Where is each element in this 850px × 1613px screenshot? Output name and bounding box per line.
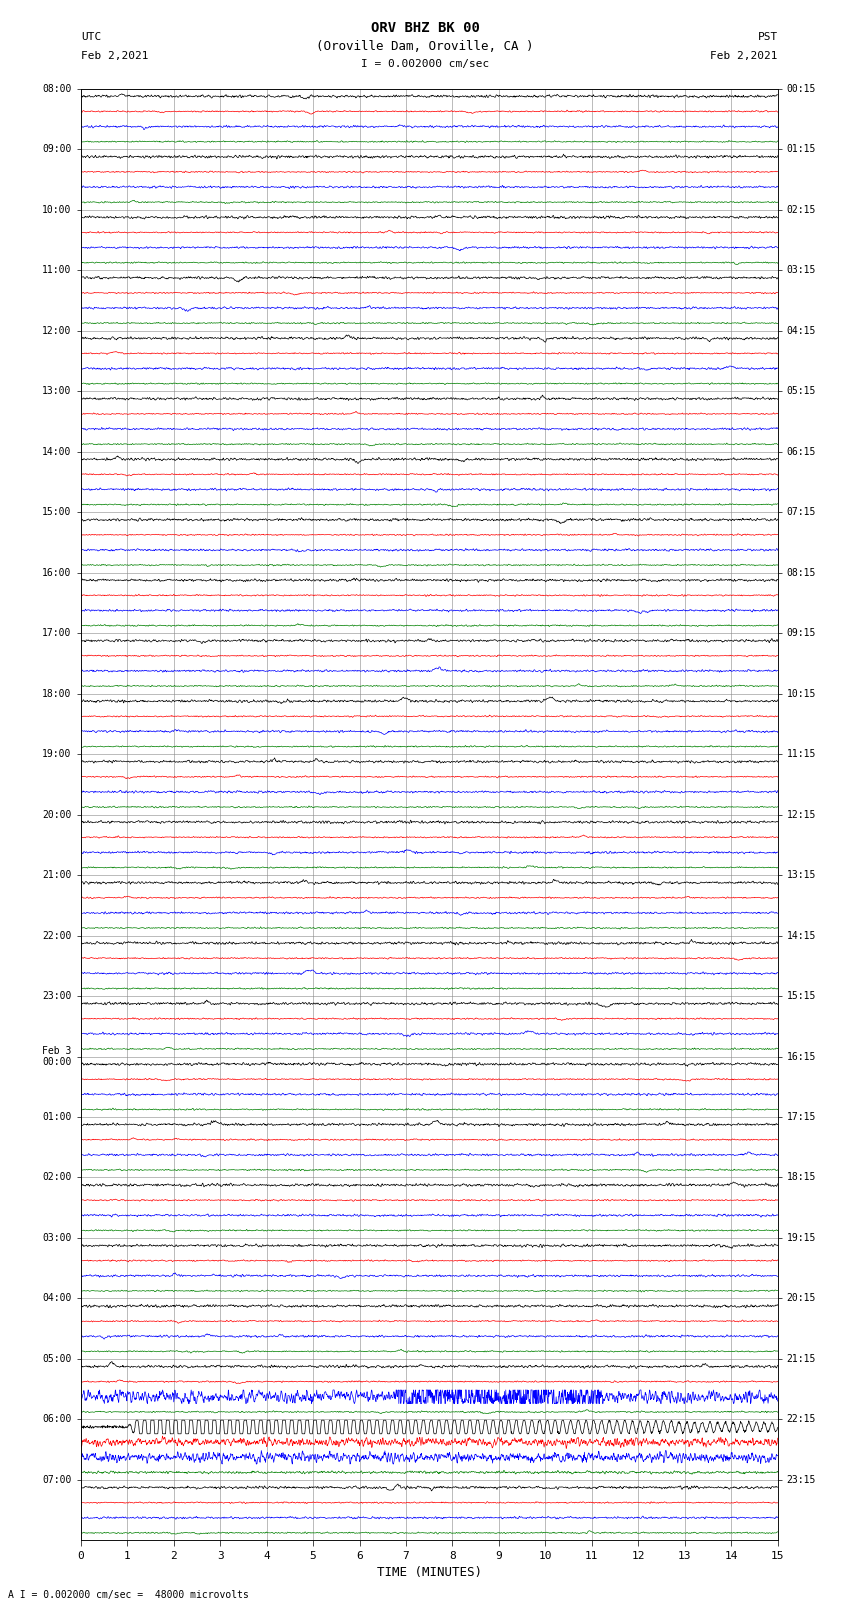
- Text: Feb 2,2021: Feb 2,2021: [81, 52, 148, 61]
- Text: A I = 0.002000 cm/sec =  48000 microvolts: A I = 0.002000 cm/sec = 48000 microvolts: [8, 1590, 249, 1600]
- Text: Feb 2,2021: Feb 2,2021: [711, 52, 778, 61]
- Text: I = 0.002000 cm/sec: I = 0.002000 cm/sec: [361, 60, 489, 69]
- Text: ORV BHZ BK 00: ORV BHZ BK 00: [371, 21, 479, 35]
- Text: PST: PST: [757, 32, 778, 42]
- Text: (Oroville Dam, Oroville, CA ): (Oroville Dam, Oroville, CA ): [316, 40, 534, 53]
- Text: UTC: UTC: [81, 32, 101, 42]
- X-axis label: TIME (MINUTES): TIME (MINUTES): [377, 1566, 482, 1579]
